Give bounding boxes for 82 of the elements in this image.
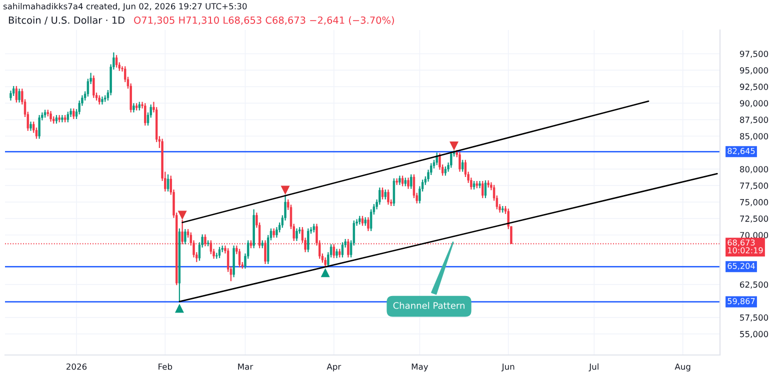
x-tick-label: Jul	[588, 363, 598, 372]
candlestick	[410, 174, 412, 190]
candlestick	[92, 74, 95, 98]
candlestick	[347, 238, 350, 258]
y-tick-label: 90,000	[740, 100, 768, 108]
candlestick	[484, 180, 487, 199]
candlestick	[384, 188, 386, 200]
candlestick	[401, 175, 404, 187]
y-tick-label: 92,500	[740, 84, 768, 91]
ref-line-label: 68,673 10:02:19	[728, 239, 763, 254]
candlestick	[144, 102, 146, 126]
y-tick-label: 97,500	[740, 50, 768, 58]
candlestick	[15, 85, 18, 104]
candlestick	[341, 242, 344, 258]
candlestick	[18, 88, 20, 104]
candlestick	[12, 85, 15, 96]
y-tick-label: 57,500	[740, 314, 768, 322]
candlestick	[482, 180, 484, 199]
candlestick	[381, 187, 384, 200]
point	[320, 268, 330, 278]
point	[450, 142, 459, 151]
candlestick	[276, 226, 278, 238]
candlestick	[264, 240, 266, 265]
candlestick	[307, 228, 310, 253]
candlestick	[272, 228, 275, 238]
y-tick-label: 62,500	[740, 281, 768, 289]
y-tick-label: 75,000	[740, 199, 768, 206]
candlestick	[407, 177, 410, 190]
candlestick	[387, 188, 390, 206]
x-tick-label: Feb	[158, 363, 172, 370]
candlestick	[238, 248, 241, 268]
candlestick	[61, 114, 64, 123]
chart-subtitle: O71,305 H71,310 L68,653 C68,673 −2,641 (−3.70%)	[134, 16, 394, 25]
candlestick	[450, 150, 452, 168]
text: sahilmahadikks7a4 created, Jun 02, 2026 19:27 UTC+5:30	[3, 2, 247, 11]
y-tick-label: 95,000	[740, 67, 768, 74]
x-tick-label: Mar	[238, 364, 254, 370]
point	[178, 210, 187, 220]
y-tick-label: 72,500	[740, 216, 768, 223]
candlestick	[30, 121, 32, 132]
candlestick	[38, 114, 40, 140]
candlestick	[458, 151, 461, 172]
x-tick-label: Apr	[326, 364, 342, 372]
candlestick	[367, 216, 370, 232]
ref-line-label: 82,645	[728, 148, 755, 155]
y-tick-label: 85,000	[740, 133, 768, 140]
candlestick	[296, 228, 298, 242]
candlestick	[436, 152, 438, 166]
candlestick	[78, 100, 80, 115]
candlestick	[10, 90, 12, 102]
y-tick-label: 77,500	[740, 182, 768, 190]
candlestick	[115, 54, 118, 68]
point	[174, 304, 184, 313]
ref-line-label: 59,867	[728, 298, 755, 305]
candlestick	[324, 256, 326, 268]
candlestick	[184, 228, 186, 245]
ref-line-label: 65,204	[728, 262, 755, 270]
candlestick	[462, 159, 464, 172]
candlestick	[132, 102, 135, 113]
annotation: Channel Pattern	[393, 302, 464, 309]
chart-title: Bitcoin / U.S. Dollar · 1D	[8, 16, 125, 25]
y-tick-label: 87,500	[740, 116, 768, 124]
candlestick	[72, 108, 75, 120]
candlestick	[66, 111, 70, 123]
x-tick-label: Aug	[674, 364, 690, 372]
candlestick	[392, 178, 396, 207]
candlestick	[336, 248, 338, 259]
candlestick	[361, 215, 364, 226]
y-tick-label: 70,000	[740, 232, 768, 240]
point	[280, 186, 290, 195]
candlestick	[398, 175, 401, 186]
candlestick	[218, 246, 221, 259]
candlestick	[50, 110, 52, 122]
y-tick-label: 55,000	[740, 330, 768, 338]
y-tick-label: 80,000	[740, 166, 768, 174]
candlestick	[444, 166, 447, 176]
x-tick-label: Jun	[501, 364, 514, 372]
x-tick-label: 2026	[66, 363, 87, 370]
candlestick	[166, 174, 170, 192]
candlestick	[378, 187, 381, 206]
x-tick-label: May	[412, 364, 428, 372]
candlestick	[98, 94, 100, 106]
